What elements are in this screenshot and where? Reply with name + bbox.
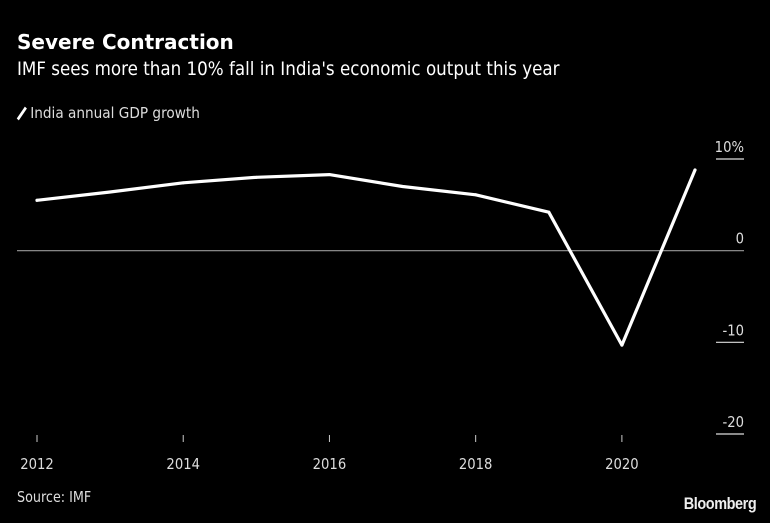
legend: India annual GDP growth: [16, 104, 200, 122]
data-point-2015: [254, 175, 258, 179]
bloomberg-logo: Bloomberg: [683, 494, 757, 513]
x-tick-label: 2014: [166, 456, 200, 473]
y-tick-label: -10: [722, 323, 744, 340]
source-note: Source: IMF: [17, 488, 92, 506]
data-point-2013: [108, 190, 112, 194]
x-tick-label: 2018: [459, 456, 493, 473]
data-point-2016: [327, 173, 331, 177]
x-tick-label: 2016: [313, 456, 347, 473]
data-point-2020: [620, 343, 624, 347]
y-tick-label: 0: [736, 231, 744, 248]
x-tick-label: 2012: [20, 456, 54, 473]
x-axis: 2012 2014 2016 2018 2020: [20, 435, 639, 473]
data-point-2019: [547, 210, 551, 214]
x-tick-label: 2020: [605, 456, 639, 473]
data-point-2012: [35, 198, 39, 202]
data-point-2021: [693, 168, 697, 172]
legend-label: India annual GDP growth: [30, 104, 200, 122]
data-point-2017: [401, 185, 405, 188]
y-axis: 10% 0 -10 -20: [715, 139, 744, 435]
data-point-2018: [474, 193, 478, 197]
data-point-2014: [181, 181, 185, 185]
data-points: [35, 168, 697, 347]
chart-title: Severe Contraction: [17, 30, 234, 54]
series-line-india-gdp: [35, 168, 697, 347]
chart-subtitle: IMF sees more than 10% fall in India's e…: [17, 58, 560, 80]
y-tick-label: 10%: [715, 139, 744, 156]
y-tick-label: -20: [722, 414, 744, 431]
